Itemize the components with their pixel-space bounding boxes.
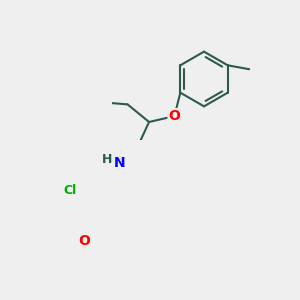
Text: H: H [102,153,112,167]
Text: O: O [169,109,180,123]
Text: Cl: Cl [63,184,76,197]
Text: N: N [114,156,126,170]
Text: O: O [78,234,90,248]
